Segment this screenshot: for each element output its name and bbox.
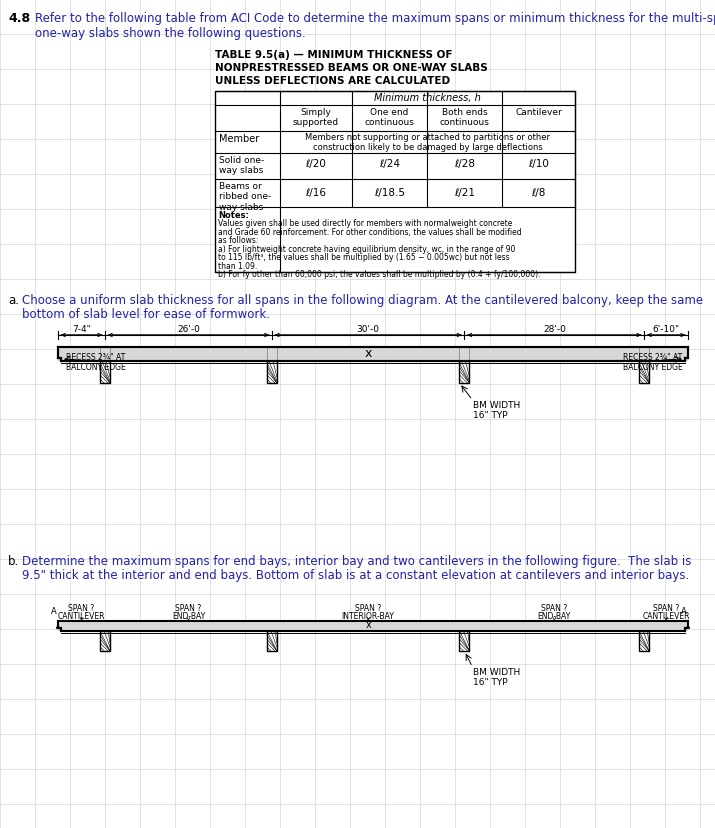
Bar (267, 362, 277, 383)
Bar (639, 631, 649, 651)
Text: Refer to the following table from ACI Code to determine the maximum spans or min: Refer to the following table from ACI Co… (35, 12, 715, 25)
Text: Both ends
continuous: Both ends continuous (440, 108, 490, 128)
Text: b) For fy other than 60,000 psi, the values shall be multiplied by (0.4 + fy/100: b) For fy other than 60,000 psi, the val… (218, 270, 541, 279)
Text: a.: a. (8, 294, 19, 306)
Text: 7-4": 7-4" (72, 325, 91, 334)
Text: Choose a uniform slab thickness for all spans in the following diagram. At the c: Choose a uniform slab thickness for all … (22, 294, 703, 306)
Text: x: x (365, 346, 372, 359)
Text: Members not supporting or attached to partitions or other
construction likely to: Members not supporting or attached to pa… (305, 132, 550, 152)
Text: 4.8: 4.8 (8, 12, 30, 25)
Text: one-way slabs shown the following questions.: one-way slabs shown the following questi… (35, 27, 306, 40)
Text: END-BAY: END-BAY (172, 611, 205, 620)
Text: a) For lightweight concrete having equilibrium density, wc, in the range of 90: a) For lightweight concrete having equil… (218, 244, 516, 253)
Text: x: x (365, 619, 371, 629)
Text: to 115 lb/ft³, the values shall be multiplied by (1.65 − 0.005wc) but not less: to 115 lb/ft³, the values shall be multi… (218, 253, 510, 262)
Text: ℓ/28: ℓ/28 (454, 159, 475, 169)
Text: INTERIOR-BAY: INTERIOR-BAY (342, 611, 395, 620)
Text: ℓ/24: ℓ/24 (379, 159, 400, 169)
Text: BM WIDTH
16" TYP: BM WIDTH 16" TYP (473, 401, 521, 420)
Text: RECESS 2¾" AT
BALCONY EDGE: RECESS 2¾" AT BALCONY EDGE (623, 353, 683, 372)
Text: END-BAY: END-BAY (538, 611, 571, 620)
Text: BM WIDTH
16" TYP: BM WIDTH 16" TYP (473, 667, 521, 686)
Text: A: A (681, 606, 687, 615)
Text: SPAN ?: SPAN ? (355, 604, 381, 612)
Text: b.: b. (8, 554, 19, 567)
Text: TABLE 9.5(a) — MINIMUM THICKNESS OF: TABLE 9.5(a) — MINIMUM THICKNESS OF (215, 50, 453, 60)
Text: than 1.09.: than 1.09. (218, 261, 257, 270)
Text: Minimum thickness, h: Minimum thickness, h (374, 93, 481, 103)
Text: ℓ/8: ℓ/8 (531, 188, 546, 198)
Bar (639, 362, 649, 383)
Text: 26'-0: 26'-0 (177, 325, 200, 334)
Text: Determine the maximum spans for end bays, interior bay and two cantilevers in th: Determine the maximum spans for end bays… (22, 554, 691, 567)
Text: Member: Member (219, 134, 260, 144)
Bar (100, 362, 110, 383)
Text: and Grade 60 reinforcement. For other conditions, the values shall be modified: and Grade 60 reinforcement. For other co… (218, 227, 522, 236)
Text: Solid one-
way slabs: Solid one- way slabs (219, 156, 265, 176)
Bar (215, 92, 575, 272)
Text: SPAN ?: SPAN ? (541, 604, 568, 612)
Bar (100, 631, 110, 651)
Text: SPAN ?: SPAN ? (653, 604, 679, 612)
Text: as follows:: as follows: (218, 236, 258, 245)
Text: ℓ/21: ℓ/21 (454, 188, 475, 198)
Text: ℓ/16: ℓ/16 (305, 188, 327, 198)
Text: CANTILEVER: CANTILEVER (642, 611, 690, 620)
Text: 9.5" thick at the interior and end bays. Bottom of slab is at a constant elevati: 9.5" thick at the interior and end bays.… (22, 568, 689, 581)
Bar (267, 631, 277, 651)
Text: 30'-0: 30'-0 (357, 325, 380, 334)
Bar (215, 92, 575, 272)
Text: 6'-10": 6'-10" (653, 325, 680, 334)
Text: UNLESS DEFLECTIONS ARE CALCULATED: UNLESS DEFLECTIONS ARE CALCULATED (215, 76, 450, 86)
Bar (58, 348, 688, 362)
Text: ℓ/20: ℓ/20 (305, 159, 327, 169)
Bar (460, 631, 470, 651)
Text: SPAN ?: SPAN ? (69, 604, 94, 612)
Text: RECESS 2¾" AT
BALCONY EDGE: RECESS 2¾" AT BALCONY EDGE (66, 353, 126, 372)
Text: ℓ/18.5: ℓ/18.5 (374, 188, 405, 198)
Text: NONPRESTRESSED BEAMS OR ONE-WAY SLABS: NONPRESTRESSED BEAMS OR ONE-WAY SLABS (215, 63, 488, 73)
Text: Cantilever: Cantilever (515, 108, 562, 117)
Text: A: A (51, 606, 57, 615)
Text: Beams or
ribbed one-
way slabs: Beams or ribbed one- way slabs (219, 182, 271, 211)
Bar (58, 621, 688, 631)
Text: bottom of slab level for ease of formwork.: bottom of slab level for ease of formwor… (22, 308, 270, 320)
Text: Simply
supported: Simply supported (293, 108, 339, 128)
Text: 28'-0: 28'-0 (543, 325, 566, 334)
Text: Values given shall be used directly for members with normalweight concrete: Values given shall be used directly for … (218, 219, 513, 228)
Text: Notes:: Notes: (218, 211, 249, 219)
Text: One end
continuous: One end continuous (365, 108, 415, 128)
Text: SPAN ?: SPAN ? (175, 604, 202, 612)
Bar (460, 362, 470, 383)
Text: ℓ/10: ℓ/10 (528, 159, 549, 169)
Text: CANTILEVER: CANTILEVER (58, 611, 105, 620)
